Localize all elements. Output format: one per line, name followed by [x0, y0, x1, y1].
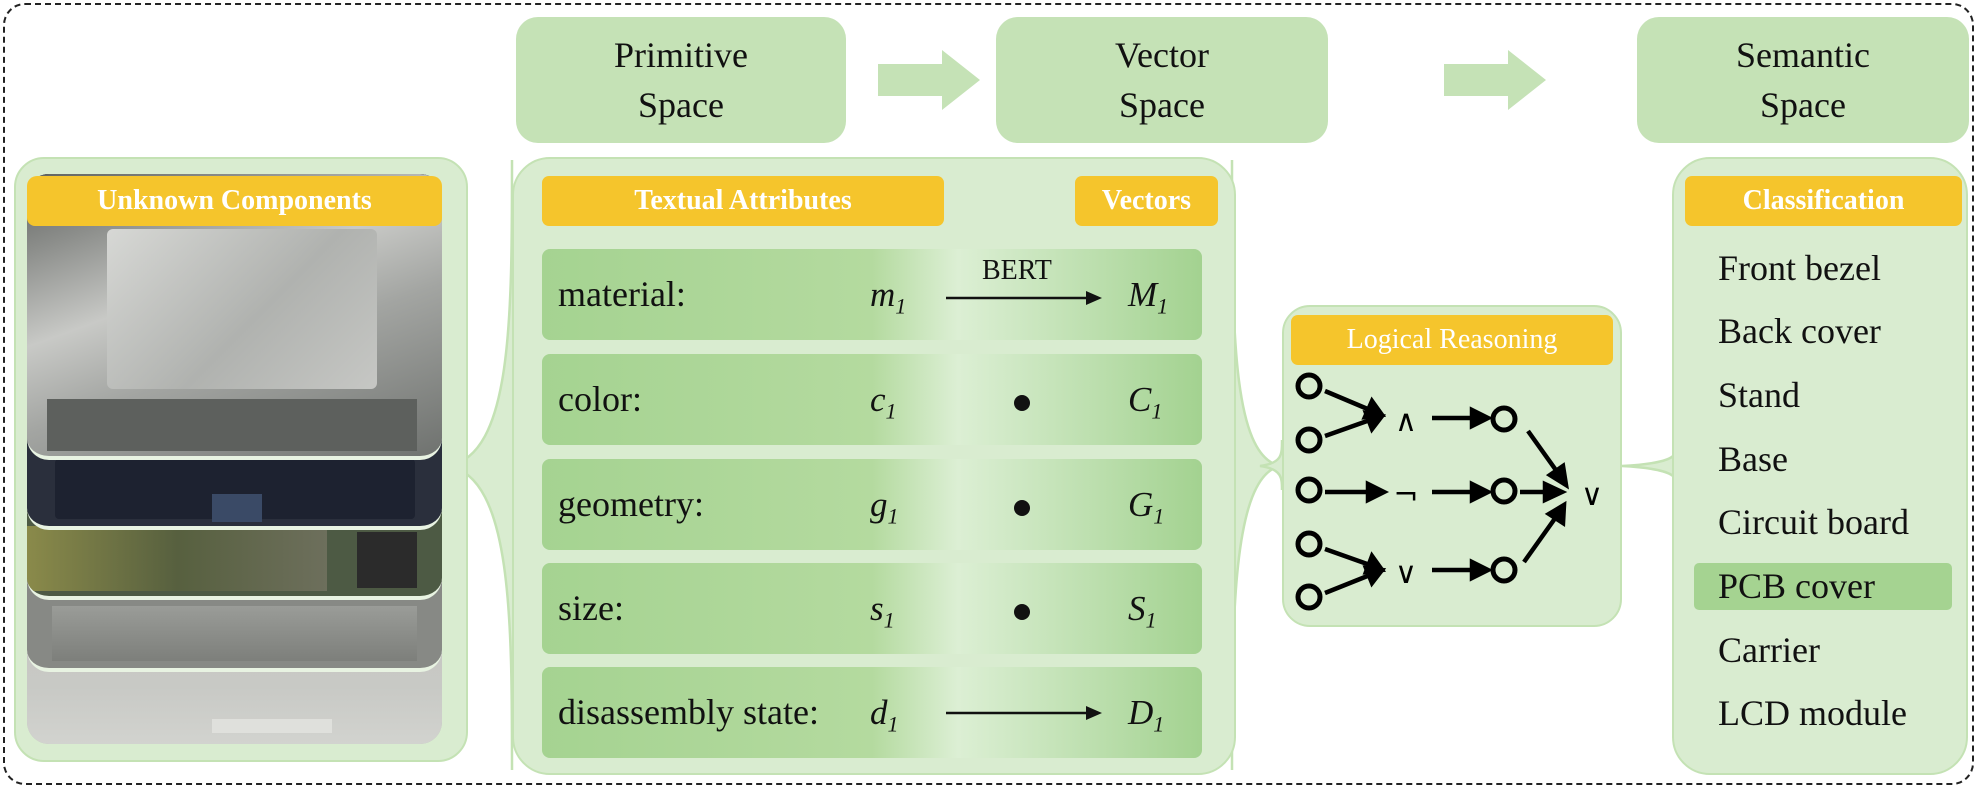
attribute-variable: m1: [870, 275, 907, 319]
not-operator: ¬: [1393, 478, 1418, 513]
class-item-circuit-board: Circuit board: [1718, 502, 1909, 542]
primitive-space-box: Primitive Space: [516, 17, 846, 143]
or-output-operator: ∨: [1581, 478, 1603, 513]
and-operator: ∧: [1395, 404, 1417, 439]
vector-space-box: Vector Space: [996, 17, 1328, 143]
primitive-space-line1: Primitive: [614, 35, 748, 75]
flow-arrow-icon: [878, 50, 980, 110]
classification-panel: [1672, 157, 1968, 775]
attribute-row-geometry: geometry: g1 G1: [542, 459, 1202, 550]
primitive-space-line2: Space: [638, 85, 724, 125]
attribute-row-size: size: s1 S1: [542, 563, 1202, 654]
attribute-vector: M1: [1128, 275, 1169, 319]
class-item-pcb-cover: PCB cover: [1718, 566, 1875, 606]
hidden-node-icon: [1490, 405, 1518, 433]
semantic-space-line2: Space: [1760, 85, 1846, 125]
input-node-icon: [1295, 476, 1323, 504]
class-item-base: Base: [1718, 439, 1788, 479]
ellipsis-dot-icon: [1014, 500, 1030, 516]
vector-space-line1: Vector: [1115, 35, 1209, 75]
attribute-row-material: material: m1 BERT M1: [542, 249, 1202, 340]
attribute-label: material:: [558, 274, 686, 314]
attribute-variable: c1: [870, 380, 897, 424]
semantic-space-box: Semantic Space: [1637, 17, 1969, 143]
attribute-vector: C1: [1128, 380, 1163, 424]
attribute-vector: S1: [1128, 589, 1157, 633]
ellipsis-dot-icon: [1014, 395, 1030, 411]
textual-attributes-tag: Textual Attributes: [542, 176, 944, 226]
class-item-back-cover: Back cover: [1718, 311, 1881, 351]
logic-network-diagram: ∧ ¬ ∨ ∨: [1295, 372, 1603, 611]
attribute-label: size:: [558, 588, 624, 628]
flow-arrow-icon: [1444, 50, 1546, 110]
highlighted-class-bar: [1694, 563, 1952, 610]
encode-arrow-icon: [946, 706, 1102, 720]
vector-space-line2: Space: [1119, 85, 1205, 125]
input-node-icon: [1295, 530, 1323, 558]
attribute-row-color: color: c1 C1: [542, 354, 1202, 445]
input-node-icon: [1295, 426, 1323, 454]
attribute-variable: s1: [870, 589, 895, 633]
semantic-space-line1: Semantic: [1736, 35, 1870, 75]
or-operator: ∨: [1395, 556, 1417, 591]
attribute-vector: D1: [1128, 693, 1165, 737]
attribute-variable: d1: [870, 693, 899, 737]
attribute-row-disassembly-state: disassembly state: d1 D1: [542, 667, 1202, 758]
class-item-lcd-module: LCD module: [1718, 693, 1907, 733]
attribute-label: disassembly state:: [558, 692, 819, 732]
logical-reasoning-tag: Logical Reasoning: [1291, 315, 1613, 365]
vectors-tag: Vectors: [1075, 176, 1218, 226]
class-item-front-bezel: Front bezel: [1718, 248, 1881, 288]
component-photo-stack: [27, 174, 442, 744]
encode-arrow-icon: [946, 291, 1102, 305]
attribute-label: color:: [558, 379, 642, 419]
class-item-carrier: Carrier: [1718, 630, 1820, 670]
ellipsis-dot-icon: [1014, 604, 1030, 620]
attribute-vector: G1: [1128, 485, 1165, 529]
unknown-components-tag: Unknown Components: [27, 176, 442, 226]
dashed-frame: [3, 3, 1974, 785]
input-node-icon: [1295, 583, 1323, 611]
class-item-stand: Stand: [1718, 375, 1801, 415]
attribute-label: geometry:: [558, 484, 704, 524]
bert-label: BERT: [982, 255, 1052, 286]
attribute-variable: g1: [870, 485, 899, 529]
hidden-node-icon: [1490, 477, 1518, 505]
input-node-icon: [1295, 372, 1323, 400]
hidden-node-icon: [1490, 556, 1518, 584]
classification-tag: Classification: [1685, 176, 1962, 226]
